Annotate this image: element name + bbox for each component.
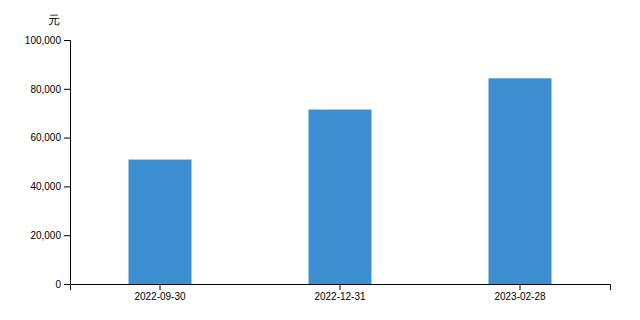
- x-tick-label: 2022-09-30: [134, 291, 186, 302]
- y-tick-mark: [64, 89, 70, 90]
- y-axis-line: [64, 41, 71, 285]
- y-tick-mark: [64, 186, 70, 187]
- bar: [309, 110, 372, 284]
- y-tick: 0: [55, 279, 70, 290]
- x-tick-mark: [520, 284, 521, 290]
- y-tick-mark: [64, 40, 70, 41]
- x-tick: 2022-12-31: [314, 284, 366, 302]
- bar: [489, 78, 552, 284]
- y-tick-mark: [64, 138, 70, 139]
- x-tick-mark: [160, 284, 161, 290]
- x-tick-label: 2023-02-28: [494, 291, 546, 302]
- x-tick: 2022-09-30: [134, 284, 186, 302]
- y-axis: 0 20,000 40,000 60,000 80,000 100,000: [25, 35, 71, 290]
- y-tick-label: 80,000: [30, 84, 61, 95]
- y-tick-label: 0: [55, 279, 61, 290]
- y-tick: 60,000: [30, 132, 70, 143]
- y-axis-label: 元: [48, 13, 60, 27]
- y-tick-label: 20,000: [30, 230, 61, 241]
- y-tick: 20,000: [30, 230, 70, 241]
- chart: 2022-09-30 2022-12-31 2023-02-28 0 20,000 40,…: [0, 0, 640, 320]
- y-tick-mark: [64, 284, 70, 285]
- x-tick-label: 2022-12-31: [314, 291, 366, 302]
- y-tick: 40,000: [30, 181, 70, 192]
- y-tick-label: 40,000: [30, 181, 61, 192]
- y-tick-label: 60,000: [30, 132, 61, 143]
- x-tick-mark: [340, 284, 341, 290]
- plot: 2022-09-30 2022-12-31 2023-02-28 0 20,000 40,…: [25, 35, 611, 302]
- x-axis-line: [71, 285, 611, 291]
- y-tick-label: 100,000: [25, 35, 62, 46]
- y-tick-mark: [64, 235, 70, 236]
- bars: [129, 78, 552, 284]
- y-tick: 80,000: [30, 84, 70, 95]
- x-tick: 2023-02-28: [494, 284, 546, 302]
- bar: [129, 160, 192, 284]
- x-axis: 2022-09-30 2022-12-31 2023-02-28: [71, 284, 611, 302]
- y-tick: 100,000: [25, 35, 70, 46]
